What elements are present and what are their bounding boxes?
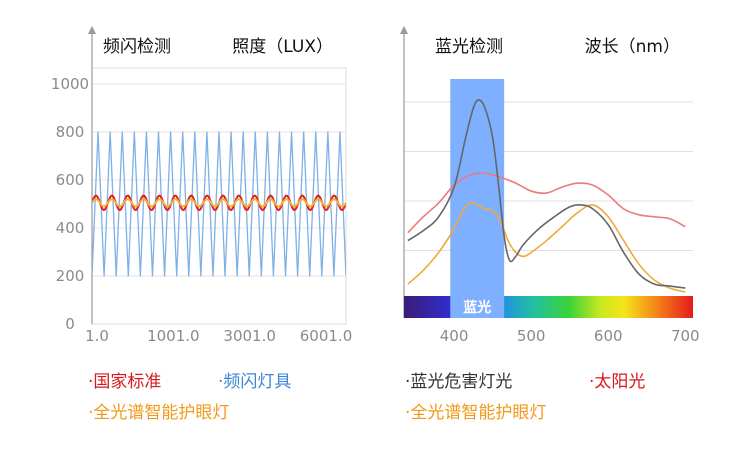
bluelight-series-line [407, 172, 686, 234]
bluelight-series [407, 99, 686, 293]
bluelight-x-tick: 400 [440, 327, 469, 345]
bluelight-y-axis-arrow [400, 26, 408, 34]
flicker-x-tick: 6001.0 [300, 327, 353, 345]
bluelight-x-tick: 700 [671, 327, 700, 345]
bluelight-x-ticks: 400 500 600 700 [440, 327, 700, 345]
legend-national-standard: ·国家标准 [88, 372, 162, 392]
bluelight-chart: 蓝光检测 波长（nm） 蓝光 400 500 600 700 [400, 26, 700, 345]
flicker-y-label: 照度（LUX） [232, 37, 333, 57]
spectrum-bar [404, 296, 693, 318]
flicker-y-tick: 600 [56, 171, 85, 189]
flicker-series-line [92, 198, 346, 208]
legend-flicker-lamp: ·频闪灯具 [218, 372, 292, 392]
flicker-y-tick: 1000 [51, 75, 89, 93]
flicker-y-tick: 400 [56, 219, 85, 237]
flicker-x-ticks: 1.0 1001.0 3001.0 6001.0 [85, 327, 352, 345]
flicker-chart: 频闪检测 照度（LUX） 1000 800 600 400 200 0 1.0 1001.0… [51, 26, 352, 345]
flicker-series [92, 131, 346, 277]
bluelight-grid [404, 101, 693, 251]
bluelight-series-line [407, 201, 686, 293]
blue-light-band-label: 蓝光 [463, 299, 491, 316]
flicker-y-tick: 200 [56, 267, 85, 285]
legend-full-spectrum-lamp-left: ·全光谱智能护眼灯 [88, 403, 230, 423]
flicker-series-line [92, 131, 346, 277]
bluelight-x-tick: 600 [594, 327, 623, 345]
flicker-y-ticks: 1000 800 600 400 200 0 [51, 75, 89, 333]
legend-sunlight: ·太阳光 [589, 372, 646, 392]
blue-light-band-strip [450, 296, 505, 318]
bluelight-x-tick: 500 [517, 327, 546, 345]
flicker-y-tick: 800 [56, 123, 85, 141]
blue-light-band [450, 79, 505, 296]
flicker-y-tick: 0 [65, 315, 75, 333]
flicker-x-tick: 1001.0 [147, 327, 200, 345]
legend-bluelight-hazard-lamp: ·蓝光危害灯光 [405, 372, 513, 392]
flicker-title: 频闪检测 [103, 37, 171, 57]
bluelight-x-label: 波长（nm） [585, 37, 680, 57]
bluelight-title: 蓝光检测 [435, 37, 503, 57]
flicker-y-axis-arrow [88, 26, 96, 34]
flicker-x-tick: 1.0 [85, 327, 109, 345]
bluelight-series-line [407, 99, 686, 289]
legend-full-spectrum-lamp-right: ·全光谱智能护眼灯 [405, 403, 547, 423]
flicker-x-tick: 3001.0 [223, 327, 276, 345]
flicker-plot-frame [91, 67, 347, 325]
